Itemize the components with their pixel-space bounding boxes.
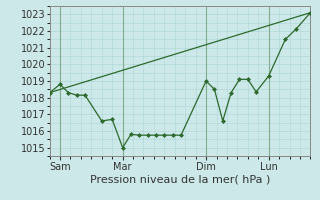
X-axis label: Pression niveau de la mer( hPa ): Pression niveau de la mer( hPa ) bbox=[90, 174, 270, 184]
